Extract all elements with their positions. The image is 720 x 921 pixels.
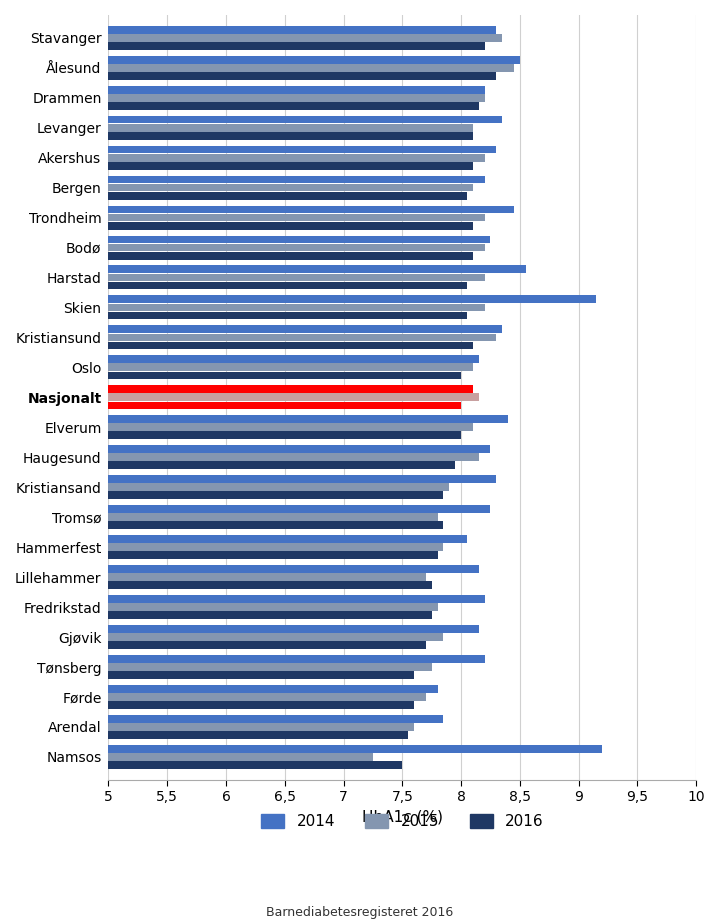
- Bar: [109, 356, 479, 363]
- Bar: [109, 492, 444, 499]
- Bar: [109, 506, 490, 513]
- Bar: [109, 304, 485, 311]
- Bar: [109, 453, 479, 461]
- Bar: [109, 72, 496, 80]
- Bar: [109, 311, 467, 320]
- Bar: [109, 236, 490, 243]
- Bar: [109, 222, 473, 229]
- Bar: [109, 154, 485, 161]
- Bar: [109, 42, 485, 50]
- Bar: [109, 543, 444, 551]
- Bar: [109, 385, 473, 393]
- X-axis label: HbA1c (%): HbA1c (%): [362, 810, 443, 824]
- Legend: 2014, 2015, 2016: 2014, 2015, 2016: [253, 807, 551, 837]
- Bar: [109, 402, 461, 409]
- Bar: [109, 731, 408, 739]
- Bar: [109, 671, 414, 679]
- Bar: [109, 641, 426, 649]
- Bar: [109, 655, 485, 663]
- Bar: [109, 296, 596, 303]
- Bar: [109, 333, 496, 342]
- Bar: [109, 424, 473, 431]
- Bar: [109, 162, 473, 169]
- Bar: [109, 595, 485, 603]
- Bar: [109, 484, 449, 491]
- Bar: [109, 371, 461, 379]
- Bar: [109, 64, 514, 72]
- Bar: [109, 364, 473, 371]
- Bar: [109, 565, 479, 573]
- Bar: [109, 475, 496, 483]
- Bar: [109, 86, 485, 94]
- Bar: [109, 581, 432, 589]
- Bar: [109, 116, 503, 123]
- Bar: [109, 432, 461, 439]
- Bar: [109, 56, 520, 64]
- Bar: [109, 701, 414, 709]
- Bar: [109, 521, 444, 530]
- Bar: [109, 445, 490, 453]
- Bar: [109, 342, 473, 349]
- Bar: [109, 552, 438, 559]
- Bar: [109, 685, 438, 693]
- Bar: [109, 183, 473, 192]
- Bar: [109, 132, 473, 140]
- Bar: [109, 244, 485, 251]
- Bar: [109, 123, 473, 132]
- Bar: [109, 214, 485, 221]
- Bar: [109, 612, 432, 619]
- Bar: [109, 535, 467, 543]
- Bar: [109, 715, 444, 723]
- Bar: [109, 205, 514, 214]
- Bar: [109, 723, 414, 731]
- Bar: [109, 513, 438, 521]
- Bar: [109, 745, 602, 752]
- Bar: [109, 34, 503, 41]
- Bar: [109, 192, 467, 200]
- Bar: [109, 26, 496, 33]
- Bar: [109, 761, 402, 769]
- Bar: [109, 415, 508, 423]
- Bar: [109, 251, 473, 260]
- Bar: [109, 94, 485, 101]
- Bar: [109, 753, 373, 761]
- Text: Barnediabetesregisteret 2016: Barnediabetesregisteret 2016: [266, 906, 454, 919]
- Bar: [109, 603, 438, 611]
- Bar: [109, 146, 496, 154]
- Bar: [109, 274, 485, 282]
- Bar: [109, 573, 426, 581]
- Bar: [109, 102, 479, 110]
- Bar: [109, 325, 503, 333]
- Bar: [109, 633, 444, 641]
- Bar: [109, 393, 479, 402]
- Bar: [109, 625, 479, 633]
- Bar: [109, 176, 485, 183]
- Bar: [109, 461, 455, 470]
- Bar: [109, 265, 526, 274]
- Bar: [109, 663, 432, 670]
- Bar: [109, 694, 426, 701]
- Bar: [109, 282, 467, 289]
